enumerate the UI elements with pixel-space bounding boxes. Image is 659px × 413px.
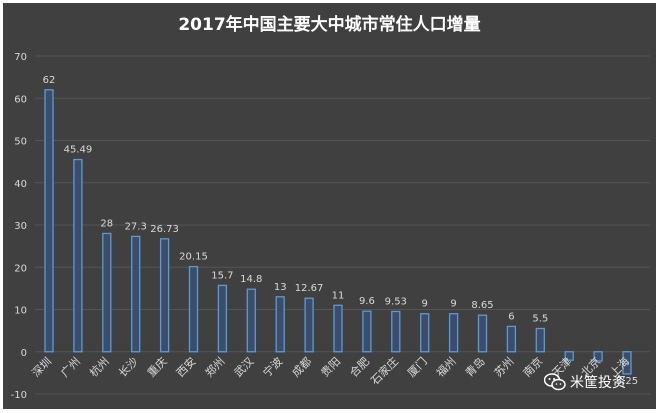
bar xyxy=(448,313,459,353)
y-tick-label: 20 xyxy=(14,263,27,274)
data-label: 11 xyxy=(332,290,345,301)
x-tick-label: 重庆 xyxy=(144,354,169,379)
x-tick-label: 石家庄 xyxy=(368,354,401,387)
bar xyxy=(506,325,517,353)
bar xyxy=(362,310,372,353)
watermark: 米筐投资 xyxy=(544,372,626,392)
x-tick-label: 杭州 xyxy=(86,354,111,379)
bar xyxy=(304,297,314,353)
data-label: 9 xyxy=(422,299,428,310)
data-label: 5.25 xyxy=(616,376,638,387)
x-tick-label: 贵阳 xyxy=(318,355,343,380)
data-label: 62 xyxy=(43,75,56,86)
y-tick-label: -10 xyxy=(11,390,27,401)
bar xyxy=(593,351,603,362)
x-tick-label: 深圳 xyxy=(29,355,54,380)
data-label: 15.7 xyxy=(211,270,233,281)
y-tick-label: 40 xyxy=(14,179,27,190)
x-tick-label: 西安 xyxy=(173,354,198,379)
x-tick-label: 厦门 xyxy=(404,354,429,379)
data-label: 5.5 xyxy=(532,314,548,325)
data-label: 27.3 xyxy=(125,221,147,232)
data-label: 9.53 xyxy=(385,296,407,307)
x-tick-label: 福州 xyxy=(433,354,458,379)
x-tick-label: 南京 xyxy=(520,354,545,379)
y-tick-label: 60 xyxy=(14,94,27,105)
data-label: 14.8 xyxy=(240,274,262,285)
bar xyxy=(275,296,285,353)
bar xyxy=(420,313,430,353)
bar xyxy=(477,314,488,353)
x-tick-label: 合肥 xyxy=(347,354,372,379)
data-label: 6 xyxy=(508,311,514,322)
bar xyxy=(391,310,401,353)
x-tick-label: 广州 xyxy=(58,355,83,380)
watermark-text: 米筐投资 xyxy=(570,375,626,391)
data-label: 8.65 xyxy=(471,300,493,311)
y-tick-label: 0 xyxy=(21,348,27,359)
chart-title: 2017年中国主要大中城市常住人口增量 xyxy=(178,15,481,35)
x-tick-label: 成都 xyxy=(289,355,314,380)
bar xyxy=(333,304,343,353)
bar xyxy=(564,351,574,361)
bar xyxy=(73,158,83,353)
x-tick-label: 青岛 xyxy=(462,354,487,379)
data-label: 26.73 xyxy=(150,224,179,235)
x-tick-label: 长沙 xyxy=(116,355,141,380)
data-label: 28 xyxy=(100,218,113,229)
x-tick-label: 宁波 xyxy=(260,354,285,379)
data-label: 20.15 xyxy=(179,252,208,263)
data-label: 9.6 xyxy=(359,296,375,307)
y-tick-label: 70 xyxy=(14,52,27,63)
bar xyxy=(44,89,54,353)
bar xyxy=(246,288,256,353)
bar xyxy=(159,238,170,353)
y-tick-label: 30 xyxy=(14,221,27,232)
y-tick-label: 50 xyxy=(14,137,27,148)
bar xyxy=(188,265,199,353)
x-tick-label: 苏州 xyxy=(492,355,517,380)
x-tick-label: 武汉 xyxy=(232,355,257,380)
wechat-icon xyxy=(544,373,566,391)
data-label: 12.67 xyxy=(295,283,324,294)
bar xyxy=(535,327,545,353)
bar xyxy=(217,284,228,353)
x-tick-label: 郑州 xyxy=(202,354,227,379)
data-label: 9 xyxy=(450,299,456,310)
chart-frame xyxy=(3,3,656,409)
y-tick-label: 10 xyxy=(14,306,27,317)
data-label: 13 xyxy=(274,282,287,293)
bar xyxy=(622,351,632,375)
bar xyxy=(131,235,141,353)
bar xyxy=(102,232,112,353)
data-label: 45.49 xyxy=(64,145,93,156)
